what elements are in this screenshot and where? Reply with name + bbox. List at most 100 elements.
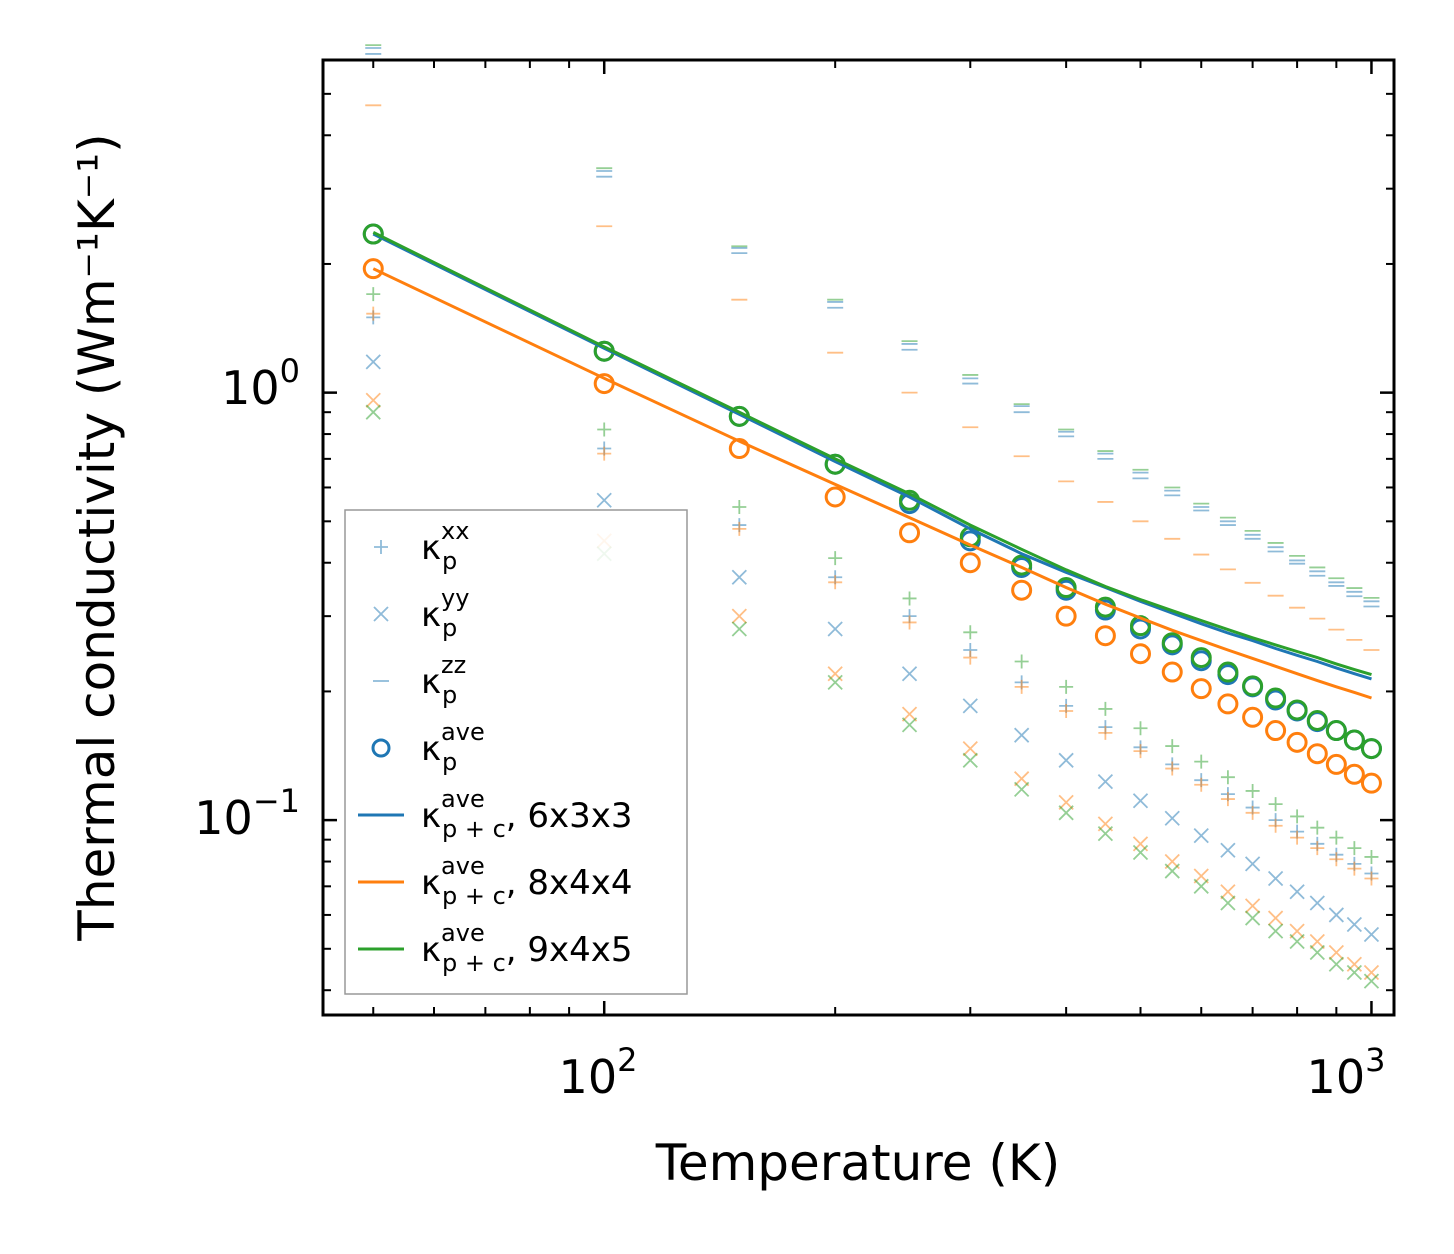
kave-point-9x4x5 [1343, 729, 1365, 751]
kxx-point-8x4x4 [1098, 725, 1113, 740]
series-line-6x3x3 [372, 232, 1372, 681]
kxx-point-9x4x5 [828, 551, 843, 566]
x-tick-label-100: 102 [559, 1041, 638, 1104]
kyy-point-6x3x3 [1309, 895, 1325, 911]
kxx-point-8x4x4 [1245, 805, 1260, 820]
legend-label: κyy p [421, 584, 469, 642]
kxx-point-8x4x4 [963, 650, 978, 665]
kyy-point-9x4x5 [365, 404, 381, 420]
kyy-point-9x4x5 [1363, 973, 1380, 989]
kyy-point-6x3x3 [731, 569, 747, 585]
kyy-point-9x4x5 [1097, 825, 1114, 842]
kave-point-8x4x4 [1325, 753, 1347, 775]
kxx-point-9x4x5 [1310, 820, 1325, 835]
plot-frame [321, 58, 1396, 1017]
kyy-point-6x3x3 [962, 698, 978, 714]
x-axis-title: Temperature (K) [655, 1134, 1060, 1192]
kxx-point-9x4x5 [1014, 654, 1029, 669]
legend-label: κxx p [421, 517, 469, 575]
kxx-point-8x4x4 [1364, 871, 1379, 886]
legend-marker-circle [371, 738, 391, 758]
kyy-point-6x3x3 [1193, 827, 1209, 844]
kxx-point-9x4x5 [1290, 809, 1305, 824]
kyy-point-6x3x3 [1244, 856, 1261, 872]
kyy-point-8x4x4 [731, 608, 747, 624]
x-tick-label-1000: 103 [1307, 1041, 1386, 1104]
kxx-point-9x4x5 [1364, 849, 1379, 864]
axis-ticks [323, 60, 1394, 1015]
kave-point-9x4x5 [1265, 687, 1287, 709]
kave-point-8x4x4 [899, 522, 921, 544]
kxx-point-9x4x5 [1165, 739, 1180, 754]
legend-label: κave p + c, 9x4x5 [421, 919, 633, 977]
kyy-point-6x3x3 [365, 354, 381, 370]
kave-point-8x4x4 [1265, 720, 1287, 742]
kxx-point-9x4x5 [1268, 797, 1283, 812]
y-tick-label-1: 100 [221, 352, 300, 415]
kyy-point-6x3x3 [1363, 926, 1380, 943]
kave-point-9x4x5 [1306, 710, 1328, 732]
kave-point-9x4x5 [1190, 647, 1212, 669]
kxx-point-9x4x5 [1245, 783, 1260, 798]
kyy-point-6x3x3 [1164, 810, 1180, 826]
kxx-point-9x4x5 [1329, 830, 1344, 845]
kave-point-9x4x5 [1161, 632, 1183, 654]
kxx-point-9x4x5 [1220, 770, 1235, 785]
kave-point-8x4x4 [1286, 731, 1308, 753]
kyy-point-8x4x4 [1328, 944, 1344, 961]
kave-point-8x4x4 [1094, 625, 1116, 647]
kxx-point-8x4x4 [1310, 841, 1325, 856]
kave-point-9x4x5 [1360, 738, 1382, 760]
kyy-point-9x4x5 [1058, 805, 1074, 821]
kyy-point-9x4x5 [901, 717, 918, 733]
kyy-point-6x3x3 [596, 492, 612, 508]
kave-point-8x4x4 [1306, 743, 1328, 765]
kyy-point-6x3x3 [1289, 884, 1305, 900]
kave-point-9x4x5 [1242, 675, 1264, 697]
kyy-point-6x3x3 [901, 666, 918, 682]
kxx-point-9x4x5 [963, 625, 978, 640]
legend-marker-x [373, 606, 389, 622]
kave-point-9x4x5 [1217, 661, 1239, 683]
kxx-point-8x4x4 [1165, 761, 1180, 776]
kxx-point-8x4x4 [1329, 852, 1344, 867]
plot-marks [362, 44, 1382, 989]
y-axis-title: Thermal conductivity (Wm⁻¹K⁻¹) [68, 133, 126, 941]
legend-item-line2: κave p + c, 8x4x4 [358, 852, 633, 910]
kyy-point-8x4x4 [1014, 771, 1030, 787]
series-lines [372, 231, 1372, 700]
kyy-point-9x4x5 [962, 752, 978, 768]
kxx-point-9x4x5 [902, 591, 917, 606]
kyy-point-8x4x4 [1220, 884, 1236, 900]
kxx-point-8x4x4 [366, 306, 381, 321]
legend-item-kyy: κyy p [373, 584, 469, 642]
kxx-point-9x4x5 [1098, 701, 1113, 716]
legend-label: κzz p [421, 651, 466, 709]
kyy-point-8x4x4 [962, 740, 978, 757]
kxx-point-8x4x4 [597, 446, 612, 461]
kyy-point-9x4x5 [1132, 844, 1149, 861]
kxx-point-8x4x4 [828, 575, 843, 590]
kyy-point-9x4x5 [1220, 895, 1236, 911]
kxx-point-8x4x4 [1347, 861, 1362, 876]
kave-point-9x4x5 [1325, 720, 1347, 742]
y-tick-label-0.1: 10−1 [194, 782, 300, 845]
kyy-point-6x3x3 [1328, 907, 1344, 923]
kyy-point-6x3x3 [1267, 870, 1284, 887]
kave-point-8x4x4 [1360, 772, 1382, 794]
kyy-point-9x4x5 [1289, 933, 1305, 950]
legend-item-line3: κave p + c, 9x4x5 [358, 919, 633, 977]
kyy-point-6x3x3 [1014, 727, 1030, 743]
kyy-point-6x3x3 [1346, 916, 1362, 933]
kave-point-8x4x4 [1161, 661, 1183, 683]
kyy-point-6x3x3 [1220, 842, 1236, 858]
kave-point-8x4x4 [1242, 706, 1264, 728]
kxx-point-9x4x5 [1133, 721, 1148, 736]
legend-marker-plus [374, 540, 388, 554]
kxx-point-9x4x5 [1194, 754, 1209, 769]
kave-point-8x4x4 [1190, 678, 1212, 700]
kyy-point-9x4x5 [827, 674, 843, 691]
kyy-point-8x4x4 [1244, 898, 1261, 914]
legend-item-kxx: κxx p [374, 517, 469, 575]
